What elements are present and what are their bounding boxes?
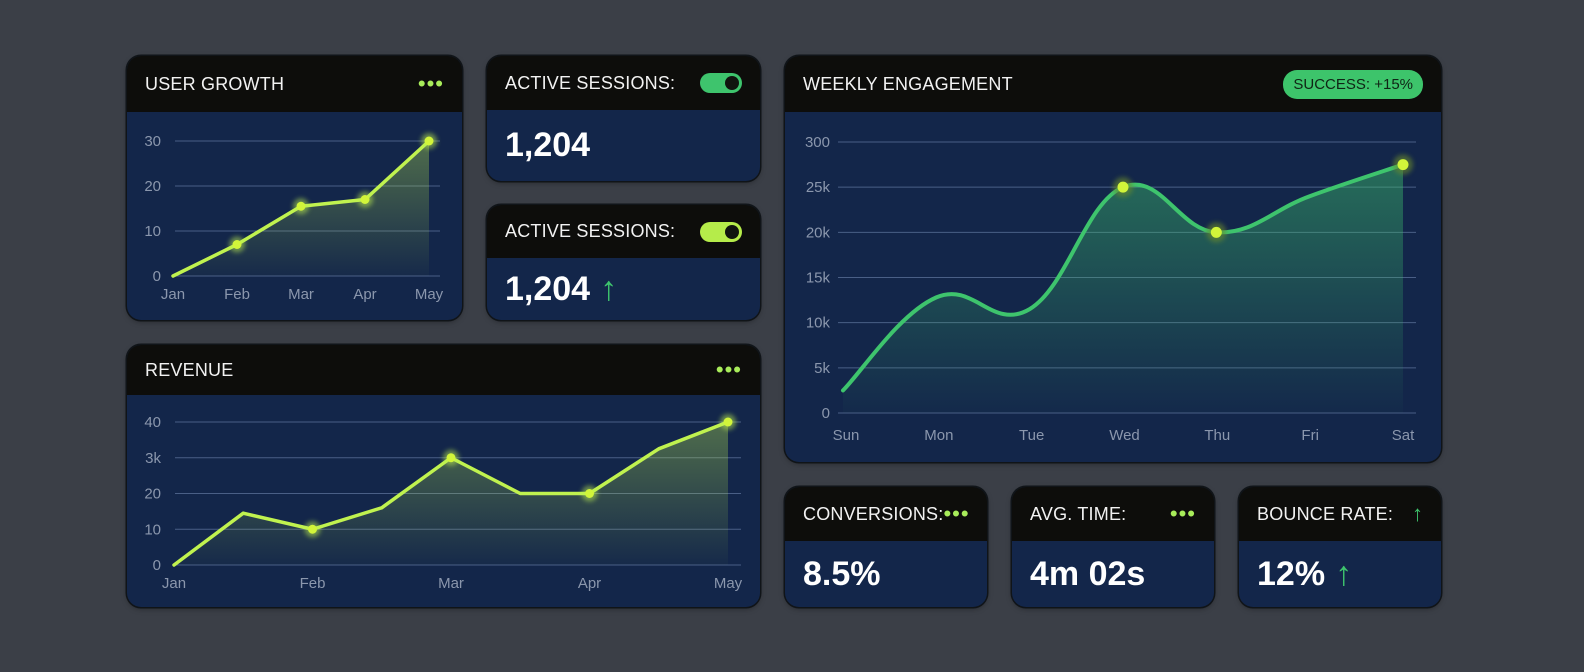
more-dots-icon[interactable]: ••• bbox=[715, 357, 742, 382]
y-tick-label: 10 bbox=[144, 521, 161, 538]
x-tick-label: Mar bbox=[288, 286, 314, 303]
data-point bbox=[446, 453, 456, 463]
card-header: USER GROWTH ••• bbox=[127, 56, 462, 112]
data-point bbox=[1117, 181, 1129, 193]
y-tick-label: 0 bbox=[822, 405, 830, 422]
x-tick-label: Sat bbox=[1392, 427, 1415, 444]
y-tick-label: 40 bbox=[144, 414, 161, 431]
card-label: ACTIVE SESSIONS: bbox=[505, 221, 676, 241]
y-tick-label: 20 bbox=[144, 178, 161, 195]
series-line bbox=[841, 162, 1405, 393]
data-point bbox=[1397, 159, 1409, 171]
y-tick-label: 3k bbox=[145, 450, 161, 467]
y-tick-label: 20 bbox=[144, 486, 161, 503]
x-tick-label: Mar bbox=[438, 575, 464, 592]
data-point bbox=[232, 240, 242, 249]
x-tick-label: Apr bbox=[353, 286, 376, 303]
data-point bbox=[296, 201, 306, 211]
y-tick-label: 30 bbox=[144, 133, 161, 150]
card-header: CONVERSIONS: ••• bbox=[785, 487, 987, 541]
card-header: ACTIVE SESSIONS: bbox=[487, 56, 760, 110]
data-point bbox=[723, 417, 733, 427]
y-tick-label: 5k bbox=[814, 360, 830, 377]
user-growth-chart: 0 10 20 30 Jan Feb Mar Apr May bbox=[144, 133, 444, 303]
weekly-engagement-card: WEEKLY ENGAGEMENT SUCCESS: +15% 0 5k 10k 15… bbox=[785, 56, 1441, 462]
bounce-rate-value: 12% ↑ bbox=[1257, 555, 1352, 594]
arrow-up-icon: ↑ bbox=[1412, 501, 1423, 526]
y-tick-label: 20k bbox=[806, 224, 831, 241]
card-header: REVENUE ••• bbox=[127, 345, 760, 395]
x-tick-label: Feb bbox=[224, 286, 250, 303]
x-tick-label: May bbox=[714, 575, 743, 592]
y-tick-label: 15k bbox=[806, 270, 831, 287]
value-text: 12% bbox=[1257, 555, 1326, 593]
y-tick-label: 300 bbox=[805, 134, 830, 151]
data-point bbox=[1210, 226, 1222, 238]
y-tick-label: 0 bbox=[153, 557, 161, 574]
more-dots-icon[interactable]: ••• bbox=[1169, 501, 1196, 526]
card-header: ACTIVE SESSIONS: bbox=[487, 205, 760, 258]
card-header: WEEKLY ENGAGEMENT SUCCESS: +15% bbox=[785, 56, 1441, 112]
active-sessions-toggle[interactable] bbox=[700, 221, 742, 242]
x-tick-label: Apr bbox=[578, 575, 601, 592]
y-tick-label: 10 bbox=[144, 223, 161, 240]
active-sessions-toggle[interactable] bbox=[700, 73, 742, 93]
x-tick-label: Thu bbox=[1204, 427, 1230, 444]
x-tick-label: Jan bbox=[161, 286, 185, 303]
card-title: WEEKLY ENGAGEMENT bbox=[803, 73, 1013, 94]
x-tick-label: May bbox=[415, 286, 444, 303]
revenue-card: REVENUE ••• 0 10 20 3k 40 Jan Feb Mar Apr May bbox=[127, 345, 760, 607]
y-tick-label: 25k bbox=[806, 179, 831, 196]
card-header: BOUNCE RATE: ↑ bbox=[1239, 487, 1441, 541]
bounce-rate-card: BOUNCE RATE: ↑ 12% ↑ bbox=[1239, 487, 1441, 607]
data-point bbox=[585, 489, 594, 498]
x-tick-label: Feb bbox=[300, 575, 326, 592]
data-point bbox=[424, 136, 434, 146]
revenue-chart: 0 10 20 3k 40 Jan Feb Mar Apr May bbox=[144, 414, 743, 592]
card-title: REVENUE bbox=[145, 359, 234, 380]
x-tick-label: Fri bbox=[1301, 427, 1319, 444]
conversions-card: CONVERSIONS: ••• 8.5% bbox=[785, 487, 987, 607]
value-text: 4m 02s bbox=[1030, 555, 1146, 593]
card-title: USER GROWTH bbox=[145, 73, 285, 94]
success-badge: SUCCESS: +15% bbox=[1283, 69, 1423, 99]
active-sessions-card-2: ACTIVE SESSIONS: 1,204 ↑ bbox=[487, 205, 760, 320]
arrow-up-icon: ↑ bbox=[600, 270, 618, 308]
weekly-engagement-chart: 0 5k 10k 15k 20k 25k 300 Sun Mon Tue Wed Thu Fri Sat bbox=[805, 134, 1416, 444]
avg-time-card: AVG. TIME: ••• 4m 02s bbox=[1012, 487, 1214, 607]
active-sessions-value: 1,204 ↑ bbox=[505, 270, 617, 309]
more-dots-icon[interactable]: ••• bbox=[417, 71, 444, 96]
more-dots-icon[interactable]: ••• bbox=[943, 501, 970, 526]
y-tick-label: 10k bbox=[806, 315, 831, 332]
avg-time-value: 4m 02s bbox=[1030, 555, 1145, 594]
card-label: BOUNCE RATE: bbox=[1257, 503, 1394, 524]
data-point bbox=[308, 524, 317, 534]
active-sessions-value: 1,204 bbox=[505, 126, 590, 165]
card-header: AVG. TIME: ••• bbox=[1012, 487, 1214, 541]
card-label: ACTIVE SESSIONS: bbox=[505, 72, 676, 93]
card-label: AVG. TIME: bbox=[1030, 503, 1127, 524]
value-text: 8.5% bbox=[803, 555, 881, 593]
active-sessions-card: ACTIVE SESSIONS: 1,204 bbox=[487, 56, 760, 181]
value-text: 1,204 bbox=[505, 126, 591, 164]
arrow-up-icon: ↑ bbox=[1335, 555, 1353, 593]
x-tick-label: Tue bbox=[1019, 427, 1044, 444]
user-growth-card: USER GROWTH ••• 0 10 20 30 Jan Feb Mar Apr May bbox=[127, 56, 462, 320]
x-tick-label: Wed bbox=[1109, 427, 1140, 444]
card-label: CONVERSIONS: bbox=[803, 503, 944, 524]
data-point bbox=[360, 195, 370, 204]
x-tick-label: Jan bbox=[162, 575, 186, 592]
x-tick-label: Mon bbox=[924, 427, 953, 444]
y-tick-label: 0 bbox=[153, 268, 161, 285]
series-area bbox=[843, 164, 1403, 413]
conversions-value: 8.5% bbox=[803, 555, 881, 594]
value-text: 1,204 bbox=[505, 270, 591, 308]
x-tick-label: Sun bbox=[833, 427, 860, 444]
